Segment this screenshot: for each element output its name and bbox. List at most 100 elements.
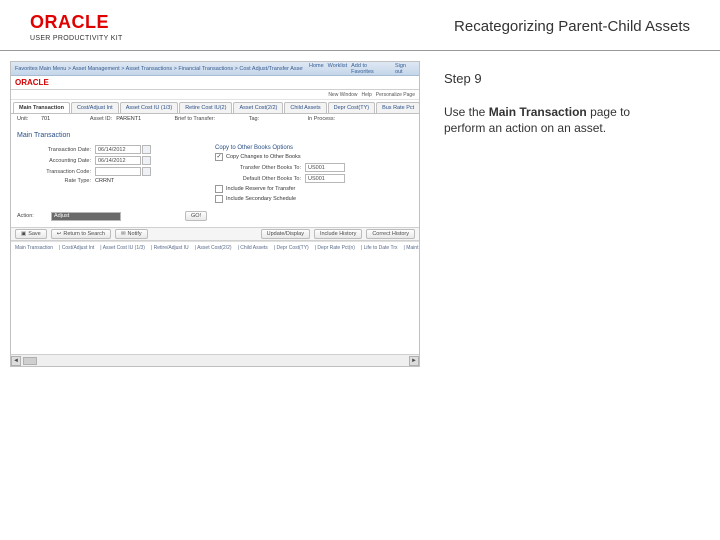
inprocess-label: In Process: [293,116,339,122]
assetid-value: PARENT1 [116,116,141,122]
footer-link[interactable]: Child Assets [240,245,268,251]
footer-link[interactable]: Life to Date Trx [364,245,398,251]
nav-addfav[interactable]: Add to Favorites [351,63,391,75]
instruction-pane: Step 9 Use the Main Transaction page to … [430,51,690,367]
brand-row: ORACLE [11,76,419,90]
help-link[interactable]: Help [362,92,372,98]
nav-home[interactable]: Home [309,63,324,75]
screenshot-pane: Favorites Main Menu > Asset Management >… [0,51,430,367]
col-left: Transaction Date: 06/14/2012 Accounting … [17,145,215,205]
tab-depr-cost[interactable]: Depr Cost(TY) [328,102,375,113]
scroll-right-icon[interactable]: ► [409,356,419,366]
scroll-left-icon[interactable]: ◄ [11,356,21,366]
default-to-label: Default Other Books To: [215,176,305,182]
checkbox-copy-changes[interactable] [215,153,223,161]
ratetype-label: Rate Type: [17,178,95,184]
instr-before: Use the [444,105,489,119]
correct-button[interactable]: Correct History [366,229,415,239]
tab-child-assets[interactable]: Child Assets [284,102,326,113]
calendar-icon[interactable] [142,145,151,154]
footer-link[interactable]: Main Transaction [15,245,53,251]
top-nav: Home Worklist Add to Favorites Sign out [309,63,415,75]
save-icon: ▣ [21,231,26,237]
notify-icon: ✉ [121,231,126,237]
nav-signout[interactable]: Sign out [395,63,415,75]
empty-space [11,254,419,354]
update-label: Update/Display [267,231,304,237]
instruction-text: Use the Main Transaction page to perform… [444,104,670,136]
tab-cost-adjust[interactable]: Cost/Adjust Int [71,102,119,113]
newwindow-link[interactable]: New Window [328,92,357,98]
include-button[interactable]: Include History [314,229,362,239]
tab-rate[interactable]: Bus Rate Pct [376,102,420,113]
transfer-to-label: Transfer Other Books To: [215,165,305,171]
checkbox-include-reserve[interactable] [215,185,223,193]
correct-label: Correct History [372,231,409,237]
acctdate-input[interactable]: 06/14/2012 [95,156,141,165]
tab-asset-cost-iu[interactable]: Asset Cost IU (1/3) [120,102,178,113]
nav-worklist[interactable]: Worklist [328,63,347,75]
include-label: Include History [320,231,356,237]
brief-label: Brief to Transfer: [159,116,219,122]
form-two-col: Transaction Date: 06/14/2012 Accounting … [11,143,419,209]
acctdate-label: Accounting Date: [17,158,95,164]
cb1-label: Copy Changes to Other Books [226,154,301,160]
save-label: Save [28,231,41,237]
footer-link[interactable]: Asset Cost(2/2) [197,245,231,251]
tab-main-transaction[interactable]: Main Transaction [13,102,70,113]
footer-link[interactable]: Retire/Adjust IU [154,245,189,251]
shot-breadcrumb-bar: Favorites Main Menu > Asset Management >… [11,62,419,76]
action-select[interactable]: Adjust [51,212,121,221]
action-label: Action: [17,213,51,219]
assetid-label: Asset ID: [76,116,116,122]
return-button[interactable]: ↩Return to Search [51,229,111,239]
transcode-input[interactable] [95,167,141,176]
col-right: Copy to Other Books Options Copy Changes… [215,145,413,205]
footer-link[interactable]: Maint Accounting [406,245,419,251]
user-links-row: New Window Help Personalize Page [11,90,419,100]
tab-asset-cost[interactable]: Asset Cost(2/2) [233,102,283,113]
notify-button[interactable]: ✉Notify [115,229,148,239]
save-button[interactable]: ▣Save [15,229,47,239]
calendar-icon[interactable] [142,156,151,165]
transdate-input[interactable]: 06/14/2012 [95,145,141,154]
checkbox-include-secondary[interactable] [215,195,223,203]
page-title: Recategorizing Parent-Child Assets [454,18,690,35]
action-row: Action: Adjust GO! [11,209,419,227]
row-unit-asset: Unit: 701 Asset ID: PARENT1 Brief to Tra… [11,114,419,128]
tab-retire[interactable]: Retire Cost IU(2) [179,102,232,113]
return-label: Return to Search [63,231,105,237]
unit-label: Unit: [17,116,41,122]
bottom-toolbar: ▣Save ↩Return to Search ✉Notify Update/D… [11,227,419,241]
transfer-to-input[interactable]: US001 [305,163,345,172]
oracle-brand: ORACLE [15,78,49,87]
notify-label: Notify [128,231,142,237]
personalize-link[interactable]: Personalize Page [376,92,415,98]
go-button[interactable]: GO! [185,211,207,221]
tag-label: Tag: [243,116,263,122]
step-label: Step 9 [444,71,670,86]
footer-link[interactable]: Cost/Adjust Int [62,245,95,251]
transdate-label: Transaction Date: [17,147,95,153]
tab-strip: Main Transaction Cost/Adjust Int Asset C… [11,100,419,114]
transcode-label: Transaction Code: [17,169,95,175]
ratetype-value: CRRNT [95,178,114,184]
update-button[interactable]: Update/Display [261,229,310,239]
logo-block: ORACLE USER PRODUCTIVITY KIT [30,12,123,42]
footer-link[interactable]: Asset Cost IU (1/3) [103,245,145,251]
cb2-label: Include Reserve for Transfer [226,186,295,192]
footer-link[interactable]: Depr Rate Pct(n) [317,245,355,251]
breadcrumb: Favorites Main Menu > Asset Management >… [15,66,303,72]
upk-label: USER PRODUCTIVITY KIT [30,35,123,42]
oracle-logo: ORACLE [30,12,123,33]
footer-link[interactable]: Depr Cost(TY) [276,245,308,251]
horizontal-scrollbar[interactable]: ◄ ► [11,354,419,366]
default-to-input[interactable]: US001 [305,174,345,183]
instr-bold: Main Transaction [489,105,587,119]
footer-links: Main Transaction| Cost/Adjust Int| Asset… [11,241,419,254]
lookup-icon[interactable] [142,167,151,176]
section-main-transaction: Main Transaction [11,128,419,143]
options-title: Copy to Other Books Options [215,145,413,153]
return-icon: ↩ [57,231,62,237]
scroll-thumb[interactable] [23,357,37,365]
